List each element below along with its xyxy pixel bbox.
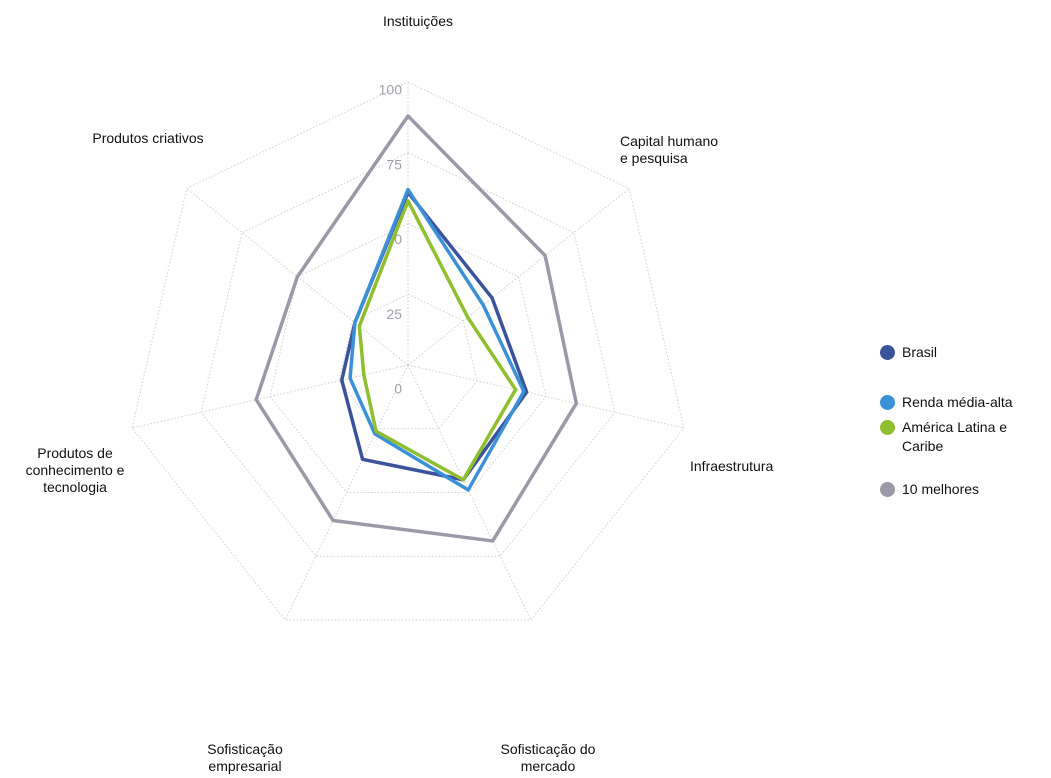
axis-label: Produtos criativos	[92, 130, 204, 146]
spoke	[131, 364, 409, 429]
grid-ring	[131, 81, 685, 621]
spoke	[407, 364, 532, 621]
spoke	[407, 188, 630, 366]
axis-label: Capital humano e pesquisa	[620, 133, 719, 166]
axis-label: Sofisticação do mercado	[500, 741, 596, 774]
spoke	[284, 364, 409, 621]
grid-ring	[338, 293, 478, 430]
series-line	[357, 199, 518, 482]
legend-text: Renda média-alta	[902, 394, 1013, 410]
series-line	[348, 187, 526, 492]
axis-label: Produtos de conhecimento e tecnologia	[25, 445, 125, 495]
tick-label: 25	[386, 306, 402, 322]
legend-swatch	[880, 395, 895, 410]
legend-swatch	[880, 345, 895, 360]
grid-ring	[200, 152, 616, 557]
axis-label: Sofisticação empresarial	[207, 741, 283, 774]
series-line	[254, 114, 579, 543]
legend-text: 10 melhores	[902, 481, 980, 497]
legend-item: América Latina e Caribe	[880, 418, 1032, 456]
tick-label: 75	[386, 156, 402, 172]
legend-swatch	[880, 482, 895, 497]
legend-text: América Latina e Caribe	[902, 419, 1008, 454]
tick-label: 100	[379, 82, 403, 98]
legend-item: Renda média-alta	[880, 393, 1051, 412]
spoke	[407, 364, 685, 429]
legend-swatch	[880, 420, 895, 435]
legend-item: 10 melhores	[880, 480, 1051, 499]
legend-text: Brasil	[902, 344, 938, 360]
axis-label: Instituições	[382, 13, 454, 29]
legend-item: Brasil	[880, 343, 1051, 362]
axis-label: Infraestrutura	[690, 458, 774, 474]
tick-label: 0	[394, 381, 402, 397]
